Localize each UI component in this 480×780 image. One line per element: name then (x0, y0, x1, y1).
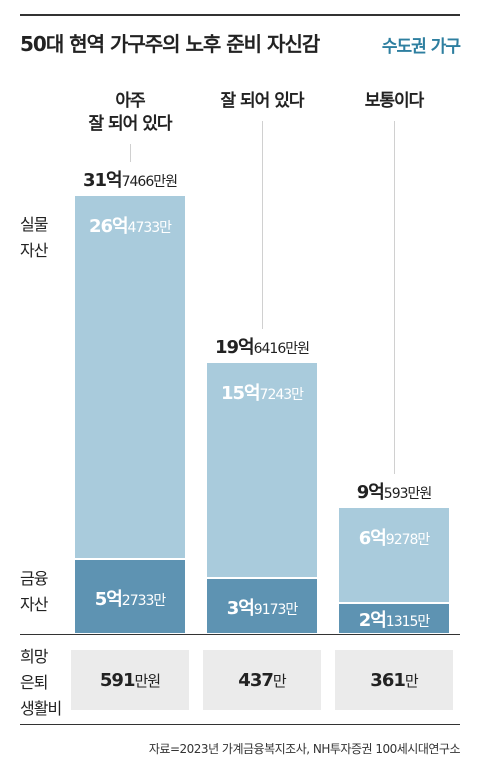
retirement-cost-box: 591만원 (71, 650, 189, 710)
financial-value-major: 5억 (94, 588, 123, 610)
row-label-real-estate-line: 실물 (20, 215, 48, 234)
category-label-line: 아주 (115, 91, 145, 111)
stacked-bar: 6억9278만 2억1315만 (339, 508, 449, 633)
stacked-bar: 26억4733만 5억2733만 (75, 196, 185, 633)
row-label-financial-line: 금융 (20, 569, 48, 588)
top-rule (20, 14, 460, 16)
total-label: 31억7466만원 (60, 166, 200, 192)
bar-segment-real-estate: 15억7243만 (207, 362, 317, 580)
total-label-major: 9억 (356, 482, 385, 504)
real-estate-value-label: 15억7243만 (207, 379, 317, 405)
real-estate-value-minor: 9278만 (385, 532, 431, 549)
category-label: 잘 되어 있다 (197, 90, 327, 113)
bar-segment-financial: 5억2733만 (75, 558, 185, 633)
retirement-cost-value: 437만 (238, 669, 287, 691)
real-estate-value-label: 6억9278만 (339, 524, 449, 550)
retirement-cost-major: 591 (99, 669, 136, 691)
row-label-real-estate-line: 자산 (20, 241, 48, 260)
retirement-cost-minor: 만원 (134, 671, 161, 690)
financial-value-minor: 2733만 (121, 592, 167, 609)
row-label-financial-line: 자산 (20, 595, 48, 614)
financial-value-minor: 1315만 (385, 614, 431, 631)
total-label-major: 31억 (83, 170, 123, 191)
total-label-major: 19억 (215, 336, 255, 358)
total-label-minor: 593만원 (383, 486, 432, 503)
retirement-cost-value: 361만 (370, 669, 419, 691)
leader-line (262, 121, 263, 329)
axis-baseline (20, 634, 460, 635)
leader-line (394, 121, 395, 475)
footer-rule (20, 724, 460, 725)
financial-value-label: 3억9173만 (207, 594, 317, 620)
row-label-financial: 금융 자산 (20, 566, 48, 618)
total-label: 19억6416만원 (192, 333, 332, 359)
category-label-line: 잘 되어 있다 (220, 91, 304, 111)
retirement-cost-major: 361 (370, 669, 406, 691)
chart-title: 50대 현역 가구주의 노후 준비 자신감 (20, 32, 320, 56)
bar-segment-financial: 2억1315만 (339, 601, 449, 633)
real-estate-value-label: 26억4733만 (75, 212, 185, 238)
total-label-minor: 7466만원 (121, 174, 178, 190)
source-note: 자료=2023년 가계금융복지조사, NH투자증권 100세시대연구소 (148, 742, 461, 756)
bar-segment-financial: 3억9173만 (207, 577, 317, 633)
financial-value-major: 2억 (358, 610, 387, 632)
bar-segment-real-estate: 6억9278만 (339, 508, 449, 604)
retirement-cost-value: 591만원 (99, 669, 161, 691)
real-estate-value-minor: 7243만 (259, 386, 305, 403)
retirement-cost-minor: 만 (272, 671, 287, 690)
bar-segment-real-estate: 26억4733만 (75, 196, 185, 561)
category-label-line: 잘 되어 있다 (88, 114, 172, 134)
financial-value-label: 5억2733만 (75, 585, 185, 611)
row-label-retirement-line: 생활비 (20, 699, 62, 718)
row-label-retirement-line: 은퇴 (20, 673, 48, 692)
total-label-minor: 6416만원 (253, 340, 310, 357)
category-label-line: 보통이다 (364, 91, 425, 111)
real-estate-value-major: 26억 (88, 216, 129, 237)
chart-subtitle: 수도권 가구 (381, 37, 461, 57)
real-estate-value-major: 6억 (358, 528, 387, 550)
row-label-retirement-line: 희망 (20, 647, 48, 666)
leader-line (130, 144, 131, 162)
retirement-cost-major: 437 (238, 669, 274, 691)
category-label: 보통이다 (329, 90, 459, 113)
total-label: 9억593만원 (324, 478, 464, 504)
retirement-cost-minor: 만 (404, 671, 419, 690)
stacked-bar: 15억7243만 3억9173만 (207, 362, 317, 633)
financial-value-minor: 9173만 (253, 602, 299, 619)
retirement-cost-box: 437만 (203, 650, 321, 710)
row-label-retirement: 희망 은퇴 생활비 (20, 644, 62, 722)
real-estate-value-minor: 4733만 (127, 220, 173, 236)
row-label-real-estate: 실물 자산 (20, 212, 48, 264)
real-estate-value-major: 15억 (220, 382, 261, 404)
financial-value-label: 2억1315만 (339, 606, 449, 632)
financial-value-major: 3억 (226, 598, 255, 620)
retirement-cost-box: 361만 (335, 650, 453, 710)
